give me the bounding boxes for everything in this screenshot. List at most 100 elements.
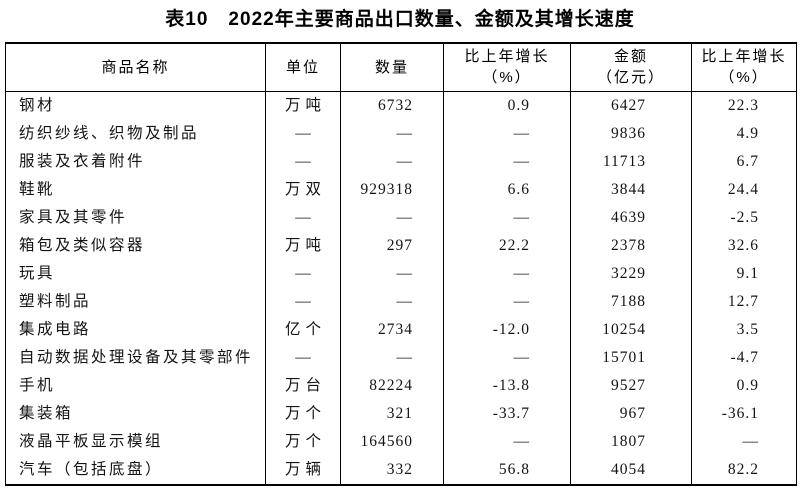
- cell-quantity-growth: 6.6: [443, 175, 571, 204]
- table-row: 箱包及类似容器 万吨 297 22.2 2378 32.6: [6, 231, 797, 260]
- cell-amount: 1807: [570, 427, 692, 456]
- cell-unit: —: [265, 287, 341, 316]
- cell-commodity: 服装及衣着附件: [19, 152, 146, 170]
- cell-unit: 万吨: [265, 91, 341, 120]
- table-row: 塑料制品 — — — 7188 12.7: [6, 287, 797, 316]
- page-title: 表10 2022年主要商品出口数量、金额及其增长速度: [165, 9, 635, 30]
- cell-quantity-growth: —: [443, 259, 571, 288]
- cell-amount-growth: -2.5: [691, 203, 797, 232]
- table-row: 玩具 — — — 3229 9.1: [6, 259, 797, 288]
- cell-amount-growth: -4.7: [691, 343, 797, 372]
- cell-commodity: 自动数据处理设备及其零部件: [19, 348, 254, 366]
- cell-quantity: —: [340, 343, 444, 372]
- cell-amount: 4054: [570, 455, 692, 485]
- col-header-quantity-growth-unit: （%）: [482, 69, 532, 87]
- cell-amount: 2378: [570, 231, 692, 260]
- cell-unit: 万个: [265, 399, 341, 428]
- cell-unit: 亿个: [265, 315, 341, 344]
- cell-commodity: 液晶平板显示模组: [19, 432, 164, 450]
- cell-commodity: 家具及其零件: [19, 208, 128, 226]
- col-header-commodity-label: 商品名称: [101, 58, 170, 76]
- col-header-quantity-growth: 比上年增长 （%）: [443, 43, 571, 92]
- export-commodities-table: 商品名称 单位 数量 比上年增长 （%） 金额 （亿元） 比上年增长: [5, 42, 797, 486]
- col-header-amount-label: 金额: [613, 48, 648, 66]
- table-row: 汽车（包括底盘） 万辆 332 56.8 4054 82.2: [6, 455, 797, 485]
- col-header-commodity: 商品名称: [5, 43, 266, 92]
- cell-quantity-growth: -33.7: [443, 399, 571, 428]
- cell-amount: 967: [570, 399, 692, 428]
- cell-quantity-growth: —: [443, 343, 571, 372]
- cell-quantity: —: [340, 287, 444, 316]
- cell-quantity: —: [340, 147, 444, 176]
- cell-quantity-growth: 0.9: [443, 91, 571, 120]
- cell-amount: 9836: [570, 119, 692, 148]
- table-body: 钢材 万吨 6732 0.9 6427 22.3 纺织纱线、织物及制品 — — …: [6, 91, 797, 485]
- cell-amount: 3229: [570, 259, 692, 288]
- cell-unit: 万吨: [265, 231, 341, 260]
- table-row: 自动数据处理设备及其零部件 — — — 15701 -4.7: [6, 343, 797, 372]
- cell-quantity-growth: —: [443, 287, 571, 316]
- col-header-amount-growth: 比上年增长 （%）: [691, 43, 797, 92]
- cell-quantity: —: [340, 203, 444, 232]
- table-row: 手机 万台 82224 -13.8 9527 0.9: [6, 371, 797, 400]
- cell-amount-growth: 9.1: [691, 259, 797, 288]
- cell-quantity-growth: 56.8: [443, 455, 571, 485]
- table-row: 液晶平板显示模组 万个 164560 — 1807 —: [6, 427, 797, 456]
- cell-quantity-growth: -12.0: [443, 315, 571, 344]
- cell-quantity: 321: [340, 399, 444, 428]
- cell-amount-growth: 24.4: [691, 175, 797, 204]
- cell-amount-growth: 32.6: [691, 231, 797, 260]
- cell-amount-growth: 3.5: [691, 315, 797, 344]
- cell-quantity: 164560: [340, 427, 444, 456]
- cell-quantity: 929318: [340, 175, 444, 204]
- cell-commodity: 钢材: [19, 96, 56, 114]
- cell-quantity: 2734: [340, 315, 444, 344]
- cell-quantity: 6732: [340, 91, 444, 120]
- table-row: 纺织纱线、织物及制品 — — — 9836 4.9: [6, 119, 797, 148]
- col-header-amount: 金额 （亿元）: [570, 43, 692, 92]
- cell-amount: 10254: [570, 315, 692, 344]
- cell-commodity: 纺织纱线、织物及制品: [19, 124, 200, 142]
- cell-commodity: 箱包及类似容器: [19, 236, 146, 254]
- cell-quantity-growth: 22.2: [443, 231, 571, 260]
- cell-commodity: 鞋靴: [19, 180, 56, 198]
- cell-quantity-growth: —: [443, 119, 571, 148]
- cell-amount-growth: 0.9: [691, 371, 797, 400]
- table-row: 集装箱 万个 321 -33.7 967 -36.1: [6, 399, 797, 428]
- cell-quantity: 82224: [340, 371, 444, 400]
- cell-amount: 7188: [570, 287, 692, 316]
- col-header-unit: 单位: [265, 43, 341, 92]
- cell-unit: —: [265, 203, 341, 232]
- cell-quantity: —: [340, 119, 444, 148]
- cell-amount: 11713: [570, 147, 692, 176]
- cell-amount: 15701: [570, 343, 692, 372]
- cell-amount-growth: 4.9: [691, 119, 797, 148]
- col-header-unit-label: 单位: [285, 58, 320, 76]
- cell-amount: 6427: [570, 91, 692, 120]
- cell-commodity: 手机: [19, 376, 56, 394]
- table-row: 集成电路 亿个 2734 -12.0 10254 3.5: [6, 315, 797, 344]
- cell-unit: 万个: [265, 427, 341, 456]
- cell-quantity: 332: [340, 455, 444, 485]
- cell-amount: 4639: [570, 203, 692, 232]
- col-header-amount-growth-label: 比上年增长: [701, 48, 787, 66]
- cell-quantity-growth: -13.8: [443, 371, 571, 400]
- col-header-quantity: 数量: [340, 43, 444, 92]
- cell-amount: 3844: [570, 175, 692, 204]
- cell-unit: 万双: [265, 175, 341, 204]
- cell-unit: —: [265, 119, 341, 148]
- cell-amount-growth: 22.3: [691, 91, 797, 120]
- cell-quantity-growth: —: [443, 203, 571, 232]
- cell-amount: 9527: [570, 371, 692, 400]
- cell-amount-growth: —: [691, 427, 797, 456]
- cell-commodity: 集装箱: [19, 404, 74, 422]
- cell-amount-growth: 6.7: [691, 147, 797, 176]
- table-row: 钢材 万吨 6732 0.9 6427 22.3: [6, 91, 797, 120]
- cell-quantity: 297: [340, 231, 444, 260]
- cell-unit: —: [265, 147, 341, 176]
- cell-unit: 万辆: [265, 455, 341, 485]
- cell-quantity-growth: —: [443, 147, 571, 176]
- cell-amount-growth: -36.1: [691, 399, 797, 428]
- table-row: 家具及其零件 — — — 4639 -2.5: [6, 203, 797, 232]
